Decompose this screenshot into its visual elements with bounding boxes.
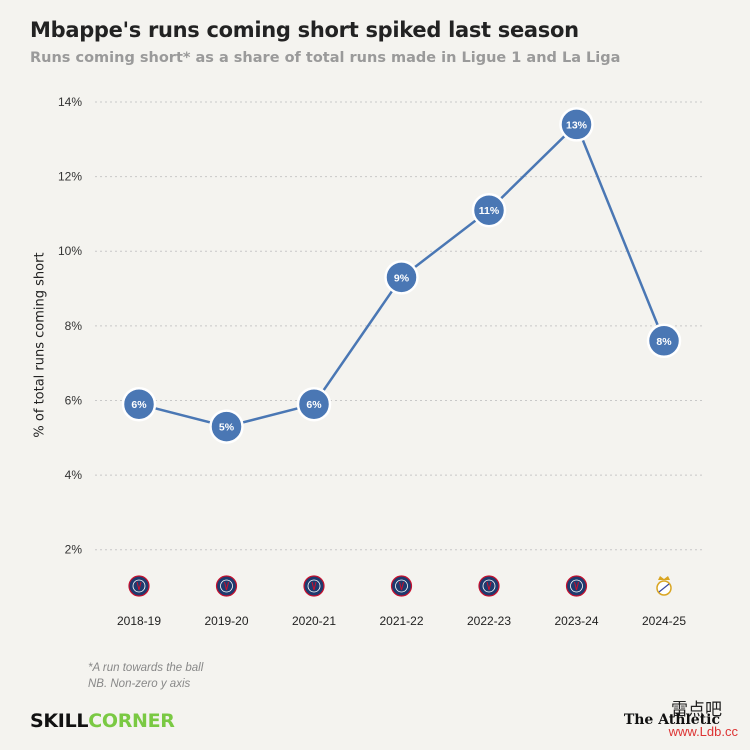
data-label: 9% [394,272,410,284]
data-label: 6% [131,399,147,411]
y-tick-label: 14% [58,95,82,109]
logo-skill-text: SKILL [30,710,89,732]
y-tick-label: 8% [65,319,83,333]
data-point [559,107,594,142]
psg-crest-icon [565,575,588,597]
y-tick-label: 2% [65,543,83,557]
watermark-url: www.Ldb.cc [668,724,738,739]
y-tick-label: 12% [58,170,82,184]
real-madrid-crest-icon [656,576,672,596]
footnotes: *A run towards the ball NB. Non-zero y a… [88,660,203,692]
data-point [209,409,244,444]
psg-crest-icon [128,575,150,597]
psg-crest-icon [303,575,325,597]
footnote-axis-note: NB. Non-zero y axis [88,678,191,690]
x-tick-label: 2024-25 [642,614,686,628]
x-tick-label: 2019-20 [204,614,248,628]
x-tick-label: 2018-19 [117,614,161,628]
data-point [121,386,157,422]
data-label: 6% [306,399,322,411]
y-tick-label: 4% [65,468,83,482]
data-label: 13% [566,119,588,131]
skillcorner-logo: SKILLCORNER [30,710,175,732]
chart-title: Mbappe's runs coming short spiked last s… [30,18,579,42]
y-axis-ticks: 2% 4% 6% 8% 10% 12% 14% [58,95,82,557]
x-tick-label: 2023-24 [554,614,598,628]
data-point [296,386,332,422]
x-tick-label: 2022-23 [467,614,511,628]
y-tick-label: 10% [58,244,82,258]
x-tick-label: 2020-21 [292,614,336,628]
data-points: 6% 5% 6% 9% 11% 13% 8% [121,107,682,444]
data-label: 5% [219,422,235,434]
data-label: 11% [479,205,500,217]
data-point [646,323,682,359]
x-tick-label: 2021-22 [379,614,423,628]
y-axis-label: % of total runs coming short [32,252,48,438]
data-point [384,260,419,295]
club-icons [128,575,672,597]
psg-crest-icon [478,575,500,597]
footnote-run-definition: *A run towards the ball [88,662,204,674]
data-point [471,192,507,228]
data-label: 8% [656,336,672,348]
y-tick-label: 6% [65,393,83,407]
logo-corner-text: CORNER [88,710,175,732]
chart-subtitle: Runs coming short* as a share of total r… [30,50,621,66]
the-athletic-logo: The Athletic [623,712,720,728]
psg-crest-icon [390,575,413,597]
x-axis-ticks: 2018-19 2019-20 2020-21 2021-22 2022-23 2023-… [117,614,686,628]
psg-crest-icon [215,575,238,597]
watermark-cn-text: 雷点吧 [671,700,722,720]
gridlines [95,101,705,551]
